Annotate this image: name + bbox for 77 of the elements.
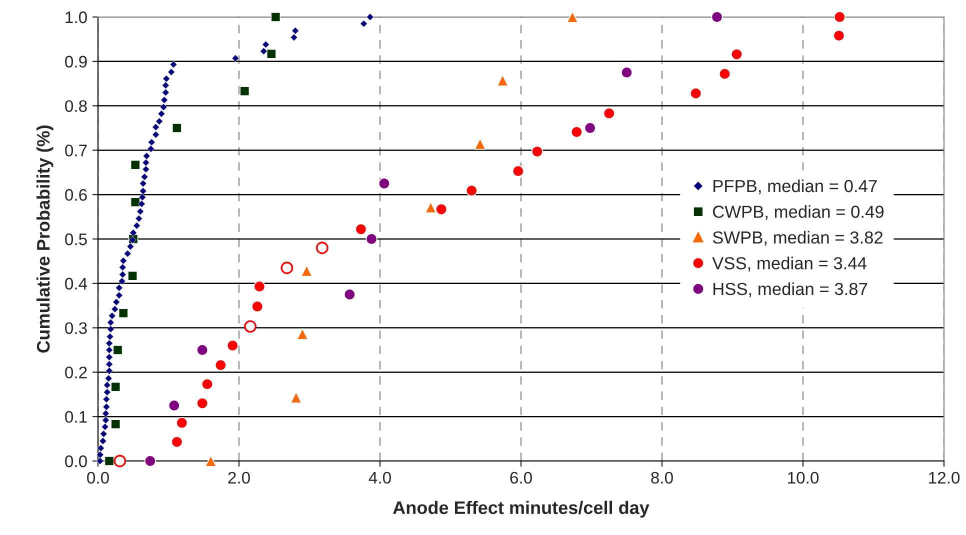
point <box>496 74 508 86</box>
point <box>176 417 188 429</box>
point <box>201 378 214 390</box>
y-tick-label: 0.7 <box>65 144 87 156</box>
y-tick-label: 0.9 <box>65 56 87 68</box>
legend-label: SWPB, median = 3.82 <box>712 230 883 246</box>
y-tick-label: 1.0 <box>66 11 87 24</box>
point <box>252 300 264 312</box>
point <box>244 320 256 333</box>
point <box>254 280 266 292</box>
point <box>718 68 731 80</box>
point <box>270 12 281 22</box>
point <box>128 270 138 281</box>
x-tick-label: 6.0 <box>510 472 532 484</box>
point <box>355 223 367 236</box>
point <box>436 203 448 216</box>
point <box>566 11 578 23</box>
point <box>118 308 128 318</box>
y-axis-title: Cumulative Probability (%) <box>36 126 54 353</box>
x-tick-label: 8.0 <box>651 472 673 484</box>
point <box>214 359 226 371</box>
point <box>603 108 615 120</box>
point <box>620 66 633 78</box>
point <box>104 456 114 466</box>
legend-label: VSS, median = 3.44 <box>712 256 866 272</box>
point <box>110 382 120 392</box>
point <box>834 11 846 23</box>
point <box>366 233 378 245</box>
point <box>833 30 845 42</box>
point <box>378 178 390 190</box>
point <box>466 184 478 196</box>
point <box>316 242 328 254</box>
point <box>144 455 156 467</box>
y-tick-label: 0.2 <box>65 366 87 378</box>
point <box>730 48 743 60</box>
point <box>344 288 356 300</box>
point <box>172 123 182 133</box>
y-tick-label: 0.8 <box>65 100 87 112</box>
legend-label: CWPB, median = 0.49 <box>712 205 884 220</box>
y-tick-label: 0.5 <box>65 233 87 246</box>
point <box>280 262 294 274</box>
point <box>240 86 250 96</box>
point <box>296 328 308 340</box>
y-tick-label: 0.6 <box>65 189 87 201</box>
y-tick-label: 0.4 <box>65 278 88 290</box>
point <box>711 11 723 23</box>
point <box>584 122 596 134</box>
point <box>112 345 123 355</box>
y-tick-label: 0.0 <box>65 455 87 468</box>
x-tick-label: 2.0 <box>228 472 250 484</box>
legend-label: PFPB, median = 0.47 <box>714 179 877 194</box>
point <box>424 202 437 214</box>
x-tick-label: 10.0 <box>788 472 819 484</box>
point <box>531 146 544 158</box>
point <box>130 160 140 170</box>
point <box>171 436 183 448</box>
point <box>196 344 208 356</box>
point <box>290 392 302 404</box>
point <box>690 88 702 100</box>
point <box>300 265 312 277</box>
point <box>110 419 120 430</box>
y-tick-label: 0.1 <box>65 411 87 423</box>
x-tick-label: 12.0 <box>929 472 960 484</box>
point <box>266 48 276 59</box>
x-tick-label: 0.0 <box>87 472 109 484</box>
y-tick-label: 0.3 <box>65 322 87 334</box>
point <box>204 455 217 467</box>
point <box>114 454 126 468</box>
x-axis-title: Anode Effect minutes/cell day <box>393 500 650 518</box>
point <box>168 400 180 412</box>
legend-label: HSS, median = 3.87 <box>714 282 868 298</box>
x-tick-label: 4.0 <box>368 472 391 484</box>
point <box>512 165 524 177</box>
point <box>570 126 583 138</box>
point <box>226 340 238 352</box>
point <box>474 138 486 150</box>
point <box>196 397 208 410</box>
